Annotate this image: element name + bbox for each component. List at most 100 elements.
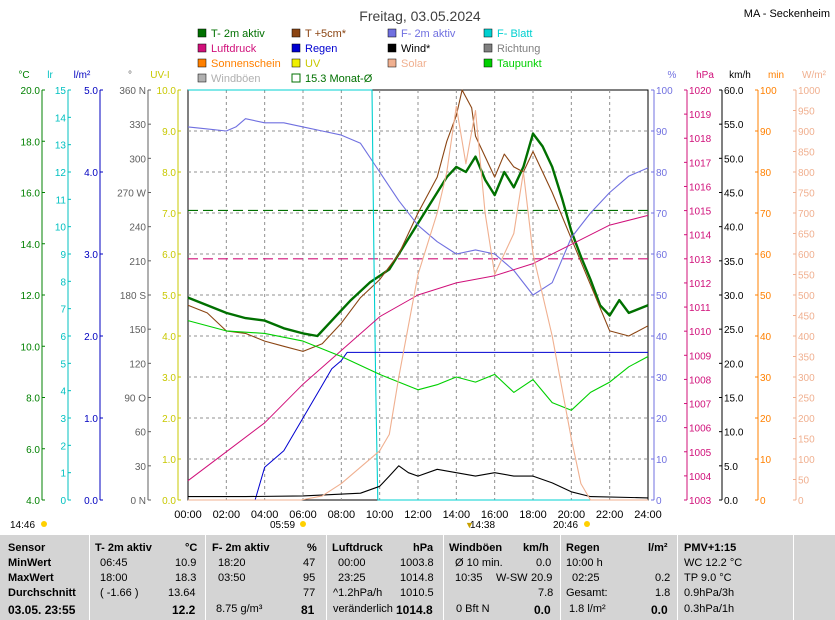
y-tick-label: 40 xyxy=(656,332,668,343)
stats-hum-avg: 77 xyxy=(303,587,316,599)
x-tick-label: 16:00 xyxy=(481,509,509,521)
y-tick-label: 0 xyxy=(798,496,804,507)
legend-swatch xyxy=(387,58,397,68)
stats-press-max: 1014.8 xyxy=(400,572,434,584)
y-tick-label: 16.0 xyxy=(21,189,41,200)
legend-swatch xyxy=(483,43,493,53)
stats-hum-unit: % xyxy=(307,542,317,554)
stats-hum-min-time: 18:20 xyxy=(218,557,246,569)
noon-marker-icon: ▼ xyxy=(465,520,474,530)
y-tick-label: 7.0 xyxy=(162,209,176,220)
y-tick-label: 1011 xyxy=(689,303,711,314)
sunrise-label: 05:59 xyxy=(270,520,296,531)
y-tick-label: 0 xyxy=(656,496,662,507)
y-tick-label: 90 xyxy=(656,127,668,138)
stats-gust-max-time: 10:35 xyxy=(455,572,483,584)
y-tick-label: 2 xyxy=(60,441,66,452)
stats-temp-avg: 13.64 xyxy=(168,587,196,599)
stats-gust-head: Windböen xyxy=(449,542,503,554)
stats-gust-unit: km/h xyxy=(523,542,549,554)
y-tick-label: 1019 xyxy=(689,110,712,121)
stats-max-label: MaxWert xyxy=(8,572,54,584)
y-tick-label: 1.0 xyxy=(162,455,176,466)
series-lines xyxy=(187,89,649,501)
stats-press-trend: ^1.2hPa/h xyxy=(333,587,383,599)
y-tick-label: 70 xyxy=(656,209,668,220)
y-tick-label: 40.0 xyxy=(724,223,744,234)
y-axis-unit: UV-I xyxy=(150,70,169,81)
y-tick-label: 0.0 xyxy=(84,496,98,507)
y-tick-label: 70 xyxy=(760,209,772,220)
x-tick-label: 02:00 xyxy=(213,509,241,521)
y-tick-label: 2.0 xyxy=(162,414,176,425)
y-tick-label: 50.0 xyxy=(724,154,744,165)
y-tick-label: 80 xyxy=(760,168,772,179)
y-tick-label: 10.0 xyxy=(724,428,744,439)
stats-press-max-time: 23:25 xyxy=(338,572,366,584)
y-tick-label: 1010 xyxy=(689,327,712,338)
y-tick-label: 14.0 xyxy=(21,240,41,251)
y-tick-label: 5.0 xyxy=(162,291,176,302)
stats-hum-max: 95 xyxy=(303,572,316,584)
y-tick-label: 45.0 xyxy=(724,189,744,200)
y-tick-label: 850 xyxy=(798,148,815,159)
series-line xyxy=(187,320,649,411)
y-tick-label: 11 xyxy=(56,195,67,206)
y-tick-label: 60 xyxy=(656,250,668,261)
stats-gust-avg: 7.8 xyxy=(538,587,554,599)
stats-hum-max-time: 03:50 xyxy=(218,572,246,584)
y-tick-label: 60 xyxy=(760,250,772,261)
y-tick-label: 100 xyxy=(760,86,777,97)
stats-rain-total-label: Gesamt: xyxy=(566,587,608,599)
stats-press-3h: 0.9hPa/3h xyxy=(684,587,735,599)
legend-label: Wind* xyxy=(401,43,431,55)
y-tick-label: 180 S xyxy=(120,291,146,302)
stats-min-label: MinWert xyxy=(8,557,52,569)
legend-swatch xyxy=(291,58,301,68)
station-name: MA - Seckenheim xyxy=(744,8,830,20)
y-tick-label: 1017 xyxy=(689,158,712,169)
stats-gust-direction: W-SW xyxy=(496,572,528,584)
y-tick-label: 10.0 xyxy=(21,342,41,353)
y-tick-label: 550 xyxy=(798,271,815,282)
y-tick-label: 150 xyxy=(798,435,815,446)
stats-pmv-head: PMV+1:15 xyxy=(684,542,737,554)
stats-beaufort: 0 Bft N xyxy=(456,603,490,615)
legend-label: UV xyxy=(305,58,321,70)
series-line xyxy=(187,118,649,296)
y-tick-label: 60 xyxy=(135,428,147,439)
y-tick-label: 10 xyxy=(55,223,67,234)
y-axis-unit: lr xyxy=(47,70,53,81)
y-tick-label: 50 xyxy=(760,291,772,302)
y-tick-label: 0 xyxy=(760,496,766,507)
y-tick-label: 35.0 xyxy=(724,257,744,268)
y-tick-label: 10 xyxy=(656,455,668,466)
sunrise-icon xyxy=(300,521,306,527)
x-tick-label: 22:00 xyxy=(596,509,624,521)
y-tick-label: 30 xyxy=(760,373,772,384)
y-axis-unit: min xyxy=(768,70,784,81)
stats-press-min-time: 00:00 xyxy=(338,557,366,569)
y-tick-label: 5.0 xyxy=(724,462,738,473)
time-left-label: 14:46 xyxy=(10,520,36,531)
y-tick-label: 1013 xyxy=(689,255,712,266)
stats-temp-min-time: 06:45 xyxy=(100,557,128,569)
stats-rain-head: Regen xyxy=(566,542,600,554)
y-tick-label: 6 xyxy=(60,332,66,343)
y-tick-label: 2.0 xyxy=(84,332,98,343)
stats-dewpoint: TP 9.0 °C xyxy=(684,572,732,584)
y-tick-label: 10.0 xyxy=(157,86,177,97)
y-tick-label: 0 xyxy=(60,496,66,507)
y-tick-label: 4.0 xyxy=(162,332,176,343)
legend-label: F- 2m aktiv xyxy=(401,28,456,40)
y-axis-unit: l/m² xyxy=(74,70,91,81)
stats-sensor-head: Sensor xyxy=(8,542,46,554)
stats-hum-head: F- 2m aktiv xyxy=(212,542,270,554)
legend-swatch xyxy=(197,73,207,83)
stats-gust-current: 0.0 xyxy=(534,603,551,617)
y-tick-label: 1012 xyxy=(689,279,712,290)
stats-wind-avg10-label: Ø 10 min. xyxy=(455,557,503,569)
y-tick-label: 7 xyxy=(60,305,66,316)
series-line xyxy=(188,351,648,501)
stats-hum-min: 47 xyxy=(303,557,316,569)
